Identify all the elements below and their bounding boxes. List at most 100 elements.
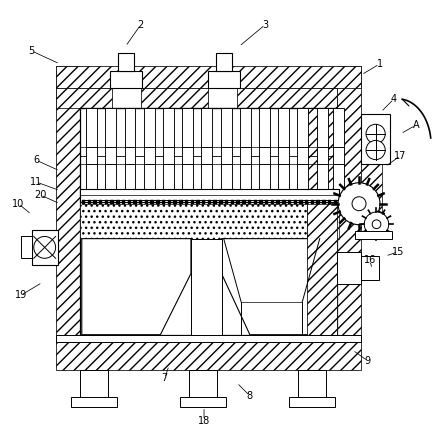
- Bar: [139, 200, 143, 204]
- Bar: [167, 200, 171, 204]
- Bar: [162, 200, 165, 204]
- Bar: [278, 164, 289, 195]
- Bar: [289, 397, 335, 407]
- Bar: [297, 108, 308, 147]
- Bar: [144, 147, 155, 164]
- Bar: [182, 147, 193, 164]
- Bar: [133, 200, 137, 204]
- Bar: [93, 200, 97, 204]
- Circle shape: [352, 197, 366, 211]
- Polygon shape: [222, 239, 337, 335]
- Bar: [156, 200, 159, 204]
- Bar: [163, 147, 174, 164]
- Bar: [145, 200, 148, 204]
- Bar: [163, 164, 174, 195]
- Bar: [55, 335, 361, 342]
- Bar: [219, 200, 222, 204]
- Bar: [88, 200, 91, 204]
- Bar: [276, 200, 280, 204]
- Bar: [182, 164, 193, 195]
- Bar: [190, 200, 194, 204]
- Bar: [259, 108, 270, 147]
- Bar: [282, 200, 286, 204]
- Bar: [333, 108, 344, 147]
- Circle shape: [364, 212, 389, 237]
- Bar: [337, 66, 361, 342]
- Bar: [271, 200, 274, 204]
- Bar: [361, 256, 379, 280]
- Bar: [86, 147, 97, 164]
- Text: A: A: [412, 120, 419, 130]
- Bar: [99, 200, 102, 204]
- Text: 19: 19: [15, 290, 27, 300]
- Text: 5: 5: [28, 46, 35, 56]
- Text: 1: 1: [377, 59, 383, 69]
- Bar: [105, 147, 116, 164]
- Bar: [307, 201, 339, 239]
- Bar: [71, 397, 117, 407]
- Bar: [334, 200, 337, 204]
- Bar: [265, 200, 268, 204]
- Bar: [240, 108, 251, 147]
- Bar: [216, 53, 232, 71]
- Bar: [80, 108, 337, 335]
- Circle shape: [366, 141, 385, 159]
- Bar: [191, 239, 222, 335]
- Bar: [202, 164, 212, 195]
- Bar: [221, 147, 232, 164]
- Bar: [317, 164, 327, 195]
- Bar: [110, 200, 114, 204]
- Bar: [208, 200, 211, 204]
- Bar: [182, 108, 193, 147]
- Bar: [116, 200, 120, 204]
- Bar: [118, 53, 134, 71]
- Text: 8: 8: [247, 391, 253, 401]
- Text: 7: 7: [162, 373, 168, 383]
- Bar: [202, 200, 206, 204]
- Bar: [278, 108, 289, 147]
- Bar: [221, 164, 232, 195]
- Bar: [311, 200, 314, 204]
- Bar: [55, 66, 80, 342]
- Circle shape: [372, 220, 381, 229]
- Bar: [242, 200, 245, 204]
- Bar: [337, 252, 361, 285]
- Bar: [55, 88, 113, 108]
- Text: 11: 11: [30, 177, 42, 187]
- Bar: [225, 200, 228, 204]
- Bar: [163, 108, 174, 147]
- Bar: [305, 200, 308, 204]
- Bar: [105, 164, 116, 195]
- Bar: [298, 370, 326, 398]
- Bar: [333, 164, 344, 195]
- Bar: [259, 147, 270, 164]
- Bar: [317, 147, 327, 164]
- Circle shape: [34, 237, 55, 258]
- Bar: [297, 164, 308, 195]
- Bar: [185, 200, 188, 204]
- Bar: [55, 342, 361, 370]
- Bar: [80, 370, 108, 398]
- Bar: [86, 164, 97, 195]
- Bar: [208, 71, 240, 88]
- Bar: [240, 147, 251, 164]
- Bar: [294, 200, 297, 204]
- Bar: [248, 200, 251, 204]
- Bar: [124, 147, 136, 164]
- Circle shape: [366, 124, 385, 144]
- Bar: [278, 147, 289, 164]
- Bar: [202, 147, 212, 164]
- Bar: [55, 66, 361, 88]
- Bar: [31, 230, 58, 265]
- Bar: [214, 200, 217, 204]
- Bar: [288, 200, 291, 204]
- Bar: [361, 114, 389, 164]
- Bar: [110, 71, 142, 88]
- Bar: [179, 200, 183, 204]
- Bar: [196, 200, 200, 204]
- Bar: [355, 231, 392, 239]
- Bar: [316, 200, 320, 204]
- Bar: [361, 164, 382, 215]
- Bar: [124, 164, 136, 195]
- Text: 18: 18: [198, 416, 210, 426]
